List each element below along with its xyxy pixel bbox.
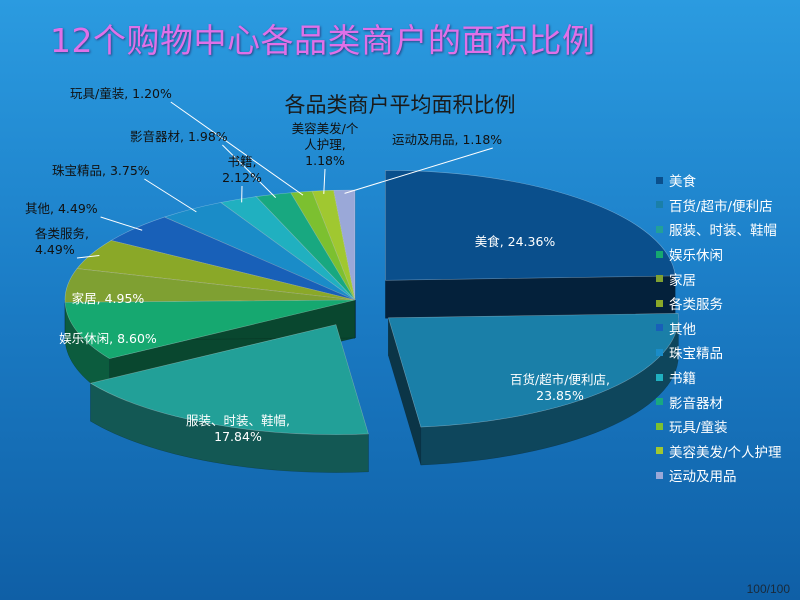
data-label: 百货/超市/便利店, 23.85%	[510, 372, 610, 403]
data-label: 运动及用品, 1.18%	[392, 132, 502, 147]
legend-label: 珠宝精品	[669, 346, 723, 363]
legend-item: 娱乐休闲	[656, 242, 782, 267]
legend-swatch	[656, 250, 663, 258]
legend-label: 运动及用品	[669, 469, 737, 486]
pie-slice	[385, 170, 676, 319]
legend-item: 影音器材	[656, 389, 782, 414]
legend-swatch	[656, 348, 663, 356]
pie-slice	[89, 324, 369, 473]
leader-line	[144, 178, 197, 213]
legend-swatch	[656, 398, 663, 406]
leader-line	[76, 254, 100, 259]
data-label: 美容美发/个人护理, 1.18%	[292, 121, 359, 168]
legend-swatch	[656, 447, 663, 455]
legend-swatch	[656, 201, 663, 209]
pie-slice	[387, 313, 679, 466]
leader-line	[170, 101, 304, 196]
data-label: 家居, 4.95%	[72, 291, 145, 306]
legend-label: 美容美发/个人护理	[669, 444, 782, 461]
data-label: 玩具/童装, 1.20%	[70, 86, 172, 101]
leader-line	[100, 216, 143, 231]
chart-legend: 美食百货/超市/便利店 服装、时装、鞋帽 娱乐休闲家居各类服务其他珠宝精品书籍影音器…	[656, 168, 782, 488]
legend-label: 美食	[669, 174, 696, 191]
legend-item: 美食	[656, 168, 782, 193]
legend-swatch	[656, 471, 663, 479]
legend-label: 书籍	[669, 371, 696, 388]
data-label: 娱乐休闲, 8.60%	[59, 331, 157, 346]
legend-item: 服装、时装、鞋帽	[656, 217, 782, 242]
legend-label: 影音器材	[669, 395, 723, 412]
legend-item: 家居	[656, 266, 782, 291]
legend-swatch	[656, 324, 663, 332]
leader-line	[344, 147, 493, 194]
data-label: 美食, 24.36%	[475, 234, 556, 249]
legend-item: 其他	[656, 316, 782, 341]
legend-swatch	[656, 275, 663, 283]
legend-swatch	[656, 422, 663, 430]
legend-label: 各类服务	[669, 297, 723, 314]
legend-item: 书籍	[656, 365, 782, 390]
data-label: 珠宝精品, 3.75%	[52, 163, 150, 178]
legend-label: 其他	[669, 321, 696, 338]
slide-title: 12个购物中心各品类商户的面积比例	[50, 21, 596, 60]
data-label: 各类服务, 4.49%	[35, 226, 89, 257]
legend-swatch	[656, 373, 663, 381]
legend-item: 各类服务	[656, 291, 782, 316]
data-label: 服装、时装、鞋帽, 17.84%	[186, 413, 290, 444]
chart-title: 各品类商户平均面积比例	[285, 93, 516, 117]
legend-item: 珠宝精品	[656, 340, 782, 365]
data-label: 影音器材, 1.98%	[130, 129, 228, 144]
legend-swatch	[656, 176, 663, 184]
data-label: 书籍, 2.12%	[222, 154, 262, 185]
legend-label: 百货/超市/便利店	[669, 198, 773, 215]
legend-label: 服装、时装、鞋帽	[669, 223, 777, 240]
legend-item: 玩具/童装	[656, 414, 782, 439]
legend-swatch	[656, 225, 663, 233]
legend-label: 家居	[669, 272, 696, 289]
legend-label: 娱乐休闲	[669, 248, 723, 265]
leader-line	[323, 168, 326, 194]
legend-swatch	[656, 299, 663, 307]
legend-item: 美容美发/个人护理	[656, 439, 782, 464]
data-label: 其他, 4.49%	[25, 201, 98, 216]
legend-label: 玩具/童装	[669, 420, 728, 437]
legend-item: 百货/超市/便利店	[656, 193, 782, 218]
legend-item: 运动及用品	[656, 463, 782, 488]
page-number: 100/100	[746, 582, 790, 596]
leader-line	[222, 144, 277, 198]
